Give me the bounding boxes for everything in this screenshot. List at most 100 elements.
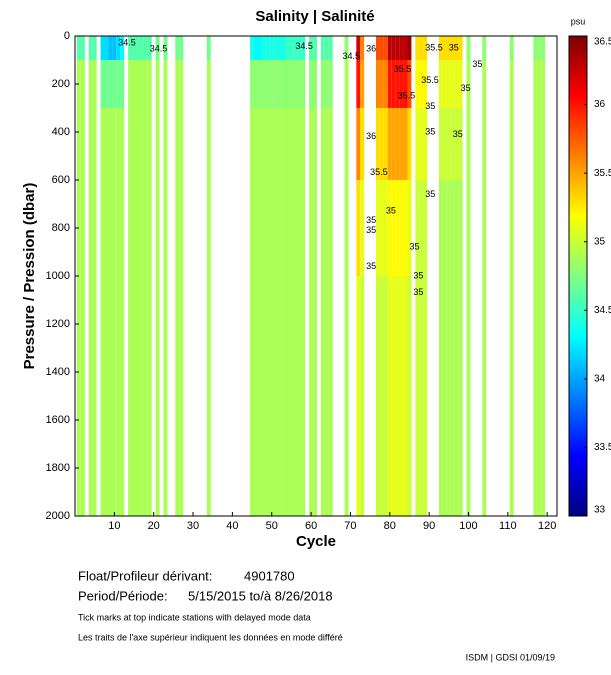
profile-cell bbox=[132, 276, 136, 516]
profile-cell bbox=[541, 108, 546, 180]
profile-cell bbox=[509, 36, 514, 60]
colorbar-swatch bbox=[569, 88, 587, 93]
profile-cell bbox=[344, 36, 349, 60]
profile-cell bbox=[92, 180, 97, 276]
profile-cell bbox=[175, 108, 180, 180]
profile-cell bbox=[383, 276, 388, 516]
profile-cell bbox=[116, 60, 121, 108]
contour-label: 34.5 bbox=[150, 44, 168, 54]
profile-cell bbox=[179, 180, 184, 276]
colorbar-swatch bbox=[569, 264, 587, 269]
profile-cell bbox=[80, 108, 85, 180]
profile-cell bbox=[328, 36, 333, 60]
profile-cell bbox=[269, 276, 274, 516]
profile-cell bbox=[128, 36, 133, 60]
profile-cell bbox=[143, 36, 148, 60]
profile-cell bbox=[277, 180, 282, 276]
colorbar-swatch bbox=[569, 492, 587, 497]
profile-cell bbox=[120, 108, 125, 180]
profile-cell bbox=[533, 60, 538, 108]
profile-cell bbox=[301, 108, 306, 180]
profile-cell bbox=[533, 36, 538, 60]
profile-cell bbox=[254, 276, 258, 516]
profile-cell bbox=[76, 36, 81, 60]
colorbar-swatch bbox=[569, 68, 587, 73]
profile-cell bbox=[383, 108, 388, 180]
profile-cell bbox=[454, 180, 459, 276]
profile-cell bbox=[541, 180, 546, 276]
profile-cell bbox=[379, 36, 384, 60]
contour-label: 35 bbox=[413, 270, 423, 280]
profile-cell bbox=[301, 180, 306, 276]
colorbar-swatch bbox=[569, 44, 587, 49]
profile-cell bbox=[128, 276, 133, 516]
contour-label: 35 bbox=[425, 126, 435, 136]
contour-label: 35 bbox=[472, 59, 482, 69]
profile-cell bbox=[297, 60, 302, 108]
profile-cell bbox=[175, 276, 180, 516]
colorbar-swatch bbox=[569, 152, 587, 157]
y-tick-label: 1200 bbox=[46, 318, 70, 330]
colorbar-swatch bbox=[569, 256, 587, 261]
y-axis-label: Pressure / Pression (dbar) bbox=[21, 183, 38, 370]
profile-cell bbox=[112, 276, 117, 516]
profile-cell bbox=[92, 36, 97, 60]
profile-cell bbox=[415, 180, 420, 276]
profile-cell bbox=[309, 60, 314, 108]
profile-cell bbox=[446, 36, 451, 60]
colorbar-swatch bbox=[569, 40, 587, 45]
profile-cell bbox=[269, 60, 274, 108]
colorbar-swatch bbox=[569, 400, 587, 405]
profile-cell bbox=[403, 36, 408, 60]
profile-cell bbox=[391, 180, 396, 276]
profile-cell bbox=[383, 60, 388, 108]
contour-label: 35 bbox=[366, 215, 376, 225]
profile-cell bbox=[265, 180, 270, 276]
profile-cell bbox=[407, 60, 412, 108]
profile-cell bbox=[116, 276, 121, 516]
profile-cell bbox=[250, 36, 255, 60]
profile-cell bbox=[309, 36, 314, 60]
profile-cell bbox=[285, 276, 290, 516]
profile-cell bbox=[442, 36, 447, 60]
colorbar-swatch bbox=[569, 232, 587, 237]
profile-cell bbox=[419, 180, 424, 276]
colorbar-swatch bbox=[569, 248, 587, 253]
colorbar-swatch bbox=[569, 196, 587, 201]
colorbar-label: psu bbox=[571, 16, 586, 26]
x-tick-label: 80 bbox=[384, 520, 396, 532]
colorbar-swatch bbox=[569, 456, 587, 461]
profile-cell bbox=[139, 108, 144, 180]
profile-cell bbox=[466, 60, 471, 108]
x-tick-label: 40 bbox=[226, 520, 238, 532]
colorbar-swatch bbox=[569, 344, 587, 349]
profile-cell bbox=[415, 60, 420, 108]
profile-cell bbox=[509, 276, 514, 516]
colorbar-swatch bbox=[569, 404, 587, 409]
profile-cell bbox=[143, 276, 148, 516]
profile-cell bbox=[360, 108, 365, 180]
profile-cell bbox=[313, 36, 317, 60]
profile-cell bbox=[175, 60, 180, 108]
colorbar-swatch bbox=[569, 452, 587, 457]
colorbar-swatch bbox=[569, 140, 587, 145]
profile-cell bbox=[466, 36, 471, 60]
profile-cell bbox=[344, 108, 349, 180]
profile-cell bbox=[446, 276, 451, 516]
profile-cell bbox=[482, 276, 487, 516]
profile-cell bbox=[206, 60, 211, 108]
colorbar-swatch bbox=[569, 200, 587, 205]
profile-cell bbox=[143, 60, 148, 108]
profile-cell bbox=[324, 60, 329, 108]
profile-cell bbox=[104, 276, 109, 516]
colorbar-swatch bbox=[569, 296, 587, 301]
profile-cell bbox=[88, 36, 93, 60]
profile-cell bbox=[206, 276, 211, 516]
profile-cell bbox=[454, 276, 459, 516]
profile-cell bbox=[100, 108, 105, 180]
profile-cell bbox=[407, 108, 412, 180]
profile-cell bbox=[281, 108, 286, 180]
colorbar-swatch bbox=[569, 496, 587, 501]
profile-cell bbox=[293, 180, 298, 276]
profile-cell bbox=[277, 276, 282, 516]
